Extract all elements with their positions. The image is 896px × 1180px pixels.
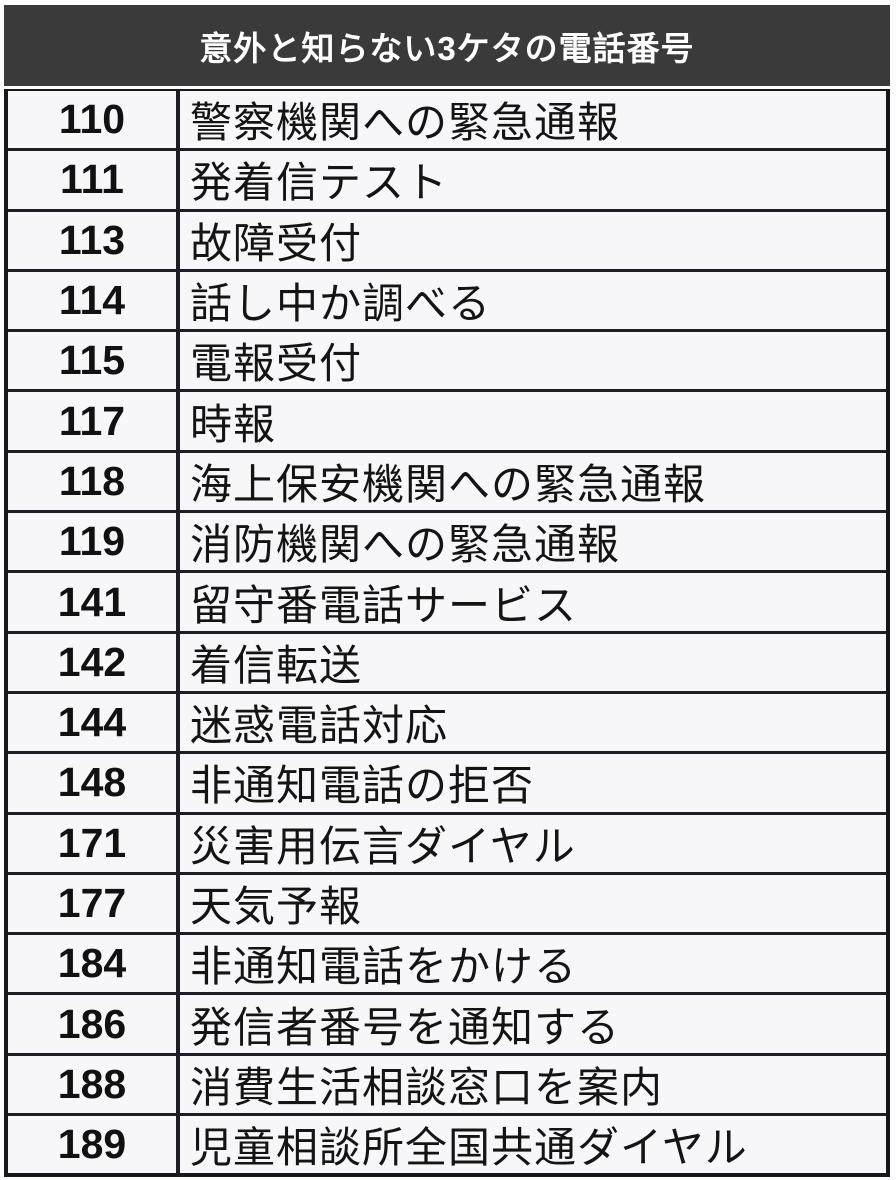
table-row: 141 留守番電話サービス — [8, 573, 886, 634]
table-title-bar: 意外と知らない3ケタの電話番号 — [4, 5, 890, 86]
table-row: 118 海上保安機関への緊急通報 — [8, 452, 886, 514]
row-description-cell: 海上保安機関への緊急通報 — [190, 460, 707, 508]
row-description-cell: 天気予報 — [190, 883, 363, 931]
row-number-cell: 118 — [8, 452, 180, 511]
row-number-cell: 119 — [8, 513, 180, 571]
table-row: 111 発着信テスト — [8, 151, 886, 212]
row-number-cell: 184 — [8, 935, 180, 993]
row-number-cell: 141 — [8, 573, 180, 631]
table-row: 114 話し中か調べる — [8, 271, 886, 333]
row-number-cell: 171 — [8, 814, 180, 872]
row-description-cell: 着信転送 — [190, 641, 363, 689]
row-description-cell: 警察機関への緊急通報 — [190, 99, 621, 147]
row-number-cell: 177 — [8, 874, 180, 933]
table-row: 184 非通知電話をかける — [8, 935, 886, 996]
row-number-cell: 142 — [8, 633, 180, 691]
table-row: 171 災害用伝言ダイヤル — [8, 814, 886, 875]
row-number-cell: 189 — [8, 1116, 180, 1174]
row-number-cell: 115 — [8, 332, 180, 390]
table-row: 177 天気予報 — [8, 874, 886, 936]
row-number-cell: 144 — [8, 693, 180, 752]
row-number-cell: 111 — [8, 151, 180, 209]
row-description-cell: 留守番電話サービス — [190, 581, 578, 629]
table-row: 189 児童相談所全国共通ダイヤル — [8, 1116, 886, 1174]
table-row: 113 故障受付 — [8, 211, 886, 272]
table-row: 142 着信転送 — [8, 633, 886, 694]
table-row: 115 電報受付 — [8, 332, 886, 393]
row-description-cell: 非通知電話をかける — [190, 943, 578, 991]
table-title: 意外と知らない3ケタの電話番号 — [199, 29, 695, 67]
table-row: 117 時報 — [8, 392, 886, 453]
table-row: 188 消費生活相談窓口を案内 — [8, 1055, 886, 1117]
row-number-cell: 186 — [8, 995, 180, 1053]
row-description-cell: 故障受付 — [190, 219, 363, 267]
row-number-cell: 113 — [8, 211, 180, 269]
row-number-cell: 148 — [8, 754, 180, 812]
row-description-cell: 災害用伝言ダイヤル — [190, 822, 576, 870]
row-description-cell: 非通知電話の拒否 — [190, 762, 535, 810]
row-description-cell: 迷惑電話対応 — [190, 702, 449, 750]
row-description-cell: 時報 — [190, 400, 277, 448]
row-description-cell: 電報受付 — [190, 340, 363, 388]
row-description-cell: 消費生活相談窓口を案内 — [190, 1063, 664, 1111]
row-description-cell: 消防機関への緊急通報 — [190, 521, 621, 569]
row-number-cell: 117 — [8, 392, 180, 450]
row-number-cell: 110 — [8, 91, 180, 149]
phone-number-table: 110 警察機関への緊急通報 111 発着信テスト 113 故障受付 114 話… — [4, 89, 890, 1178]
row-description-cell: 話し中か調べる — [190, 280, 492, 328]
row-description-cell: 児童相談所全国共通ダイヤル — [190, 1124, 748, 1172]
table-row: 144 迷惑電話対応 — [8, 693, 886, 755]
row-description-cell: 発着信テスト — [190, 159, 449, 207]
row-description-cell: 発信者番号を通知する — [190, 1003, 621, 1051]
table-row: 110 警察機関への緊急通報 — [8, 91, 886, 152]
table-row: 119 消防機関への緊急通報 — [8, 513, 886, 574]
row-number-cell: 188 — [8, 1055, 180, 1114]
table-row: 148 非通知電話の拒否 — [8, 754, 886, 815]
row-number-cell: 114 — [8, 271, 180, 330]
table-row: 186 発信者番号を通知する — [8, 995, 886, 1056]
